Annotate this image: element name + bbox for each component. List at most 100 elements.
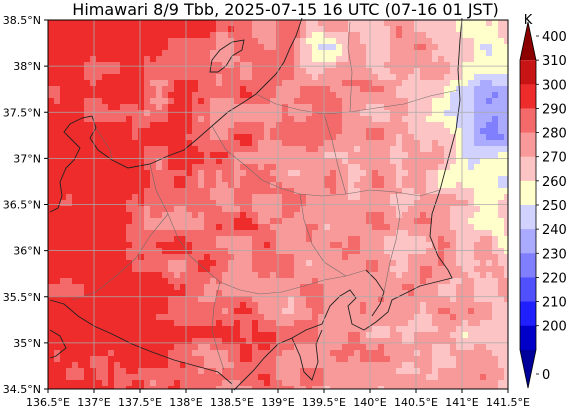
temperature-cell [210, 158, 217, 165]
temperature-cell [210, 20, 217, 27]
temperature-cell [372, 254, 379, 261]
temperature-cell [240, 284, 247, 291]
temperature-cell [396, 26, 403, 33]
temperature-cell [438, 38, 445, 45]
temperature-cell [462, 278, 469, 285]
temperature-cell [420, 374, 427, 381]
temperature-cell [360, 74, 367, 81]
temperature-cell [120, 344, 127, 351]
temperature-cell [408, 68, 415, 75]
temperature-cell [270, 242, 277, 249]
temperature-cell [90, 260, 97, 267]
temperature-cell [498, 56, 505, 63]
temperature-cell [330, 152, 337, 159]
temperature-cell [384, 50, 391, 57]
temperature-cell [324, 380, 331, 387]
temperature-cell [390, 98, 397, 105]
temperature-cell [378, 194, 385, 201]
temperature-cell [384, 86, 391, 93]
temperature-cell [198, 44, 205, 51]
temperature-cell [216, 98, 223, 105]
temperature-cell [198, 62, 205, 69]
temperature-cell [174, 230, 181, 237]
temperature-cell [72, 164, 79, 171]
temperature-cell [204, 68, 211, 75]
temperature-cell [198, 110, 205, 117]
temperature-cell [384, 38, 391, 45]
temperature-cell [78, 272, 85, 279]
temperature-cell [222, 182, 229, 189]
temperature-cell [174, 296, 181, 303]
temperature-cell [168, 164, 175, 171]
temperature-cell [468, 266, 475, 273]
temperature-cell [90, 320, 97, 327]
temperature-cell [486, 350, 493, 357]
temperature-cell [426, 74, 433, 81]
temperature-cell [318, 44, 325, 51]
temperature-cell [324, 128, 331, 135]
temperature-cell [474, 116, 481, 123]
temperature-cell [198, 224, 205, 231]
temperature-cell [162, 134, 169, 141]
temperature-cell [144, 170, 151, 177]
temperature-cell [156, 260, 163, 267]
temperature-cell [78, 224, 85, 231]
temperature-cell [126, 350, 133, 357]
temperature-cell [150, 254, 157, 261]
temperature-cell [228, 236, 235, 243]
temperature-cell [342, 134, 349, 141]
temperature-cell [144, 248, 151, 255]
temperature-cell [402, 356, 409, 363]
temperature-cell [312, 74, 319, 81]
temperature-cell [234, 320, 241, 327]
temperature-cell [366, 380, 373, 387]
temperature-cell [366, 74, 373, 81]
temperature-cell [144, 140, 151, 147]
temperature-cell [498, 326, 505, 333]
temperature-cell [180, 218, 187, 225]
temperature-cell [480, 350, 487, 357]
temperature-cell [282, 236, 289, 243]
temperature-cell [378, 56, 385, 63]
temperature-cell [402, 224, 409, 231]
temperature-cell [450, 194, 457, 201]
temperature-cell [150, 350, 157, 357]
temperature-cell [204, 236, 211, 243]
temperature-cell [192, 80, 199, 87]
temperature-cell [84, 278, 91, 285]
temperature-cell [48, 104, 55, 111]
temperature-cell [90, 224, 97, 231]
temperature-cell [456, 110, 463, 117]
temperature-cell [198, 122, 205, 129]
temperature-cell [126, 140, 133, 147]
temperature-cell [354, 350, 361, 357]
temperature-cell [168, 182, 175, 189]
temperature-cell [504, 146, 509, 153]
temperature-cell [258, 38, 265, 45]
temperature-cell [450, 230, 457, 237]
temperature-cell [96, 86, 103, 93]
temperature-cell [372, 326, 379, 333]
temperature-cell [480, 26, 487, 33]
temperature-cell [156, 350, 163, 357]
temperature-cell [78, 302, 85, 309]
temperature-cell [258, 290, 265, 297]
temperature-cell [114, 134, 121, 141]
temperature-cell [90, 212, 97, 219]
temperature-cell [156, 140, 163, 147]
temperature-cell [384, 26, 391, 33]
temperature-cell [228, 206, 235, 213]
temperature-cell [372, 344, 379, 351]
temperature-cell [300, 44, 307, 51]
temperature-cell [150, 74, 157, 81]
temperature-cell [144, 122, 151, 129]
temperature-cell [288, 296, 295, 303]
temperature-cell [234, 110, 241, 117]
temperature-cell [276, 236, 283, 243]
temperature-cell [486, 80, 493, 87]
temperature-cell [156, 38, 163, 45]
temperature-cell [72, 254, 79, 261]
temperature-cell [228, 80, 235, 87]
temperature-cell [354, 242, 361, 249]
temperature-cell [504, 182, 509, 189]
